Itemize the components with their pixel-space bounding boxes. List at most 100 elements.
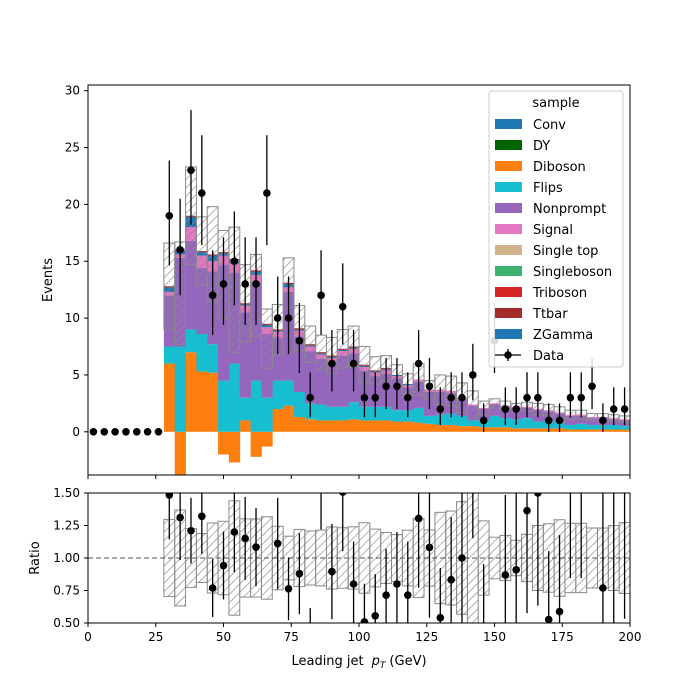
- stack-bar-diboson: [359, 420, 371, 432]
- legend-swatch-singleboson: [495, 266, 522, 276]
- stack-bar-flips: [261, 397, 273, 432]
- stack-bar-diboson: [380, 420, 392, 432]
- legend-swatch-single-top: [495, 245, 522, 255]
- stack-bar-diboson: [391, 421, 403, 432]
- stack-bar-nonprompt: [315, 359, 327, 405]
- legend-label: Ttbar: [532, 307, 568, 322]
- stack-bar-flips: [326, 406, 338, 421]
- data-point: [609, 405, 618, 413]
- data-point: [284, 314, 293, 322]
- data-point: [263, 189, 271, 197]
- ratio-x-tick-label: 100: [348, 630, 371, 644]
- ratio-point: [382, 591, 390, 599]
- ratio-point: [339, 493, 347, 496]
- stack-bar-nonprompt: [586, 418, 598, 425]
- ratio-point: [523, 506, 531, 515]
- ratio-point: [501, 571, 510, 579]
- legend-label: DY: [533, 139, 550, 154]
- stack-bar-diboson: [174, 431, 186, 475]
- legend-label: Triboson: [532, 286, 587, 301]
- main-y-label: Events: [41, 258, 56, 302]
- stack-bar-flips: [619, 426, 630, 430]
- ratio-points: [165, 493, 626, 623]
- stack-bar-flips: [521, 418, 533, 429]
- stack-bar-diboson: [315, 420, 327, 432]
- stack-bar-flips: [608, 424, 620, 430]
- uncertainty-box: [488, 398, 501, 409]
- stack-bar-diboson: [163, 363, 176, 432]
- stack-bar-nonprompt: [185, 240, 197, 330]
- stack-bar-flips: [315, 404, 327, 421]
- stack-bar-flips: [391, 410, 403, 422]
- y-tick-label: 20: [65, 197, 80, 211]
- stack-bar-flips: [489, 415, 501, 428]
- stack-bar-diboson: [402, 421, 414, 432]
- legend-swatch-flips: [495, 182, 522, 192]
- stack-bar-nonprompt: [239, 312, 251, 398]
- ratio-y-tick-label: 1.25: [53, 519, 80, 533]
- stack-bar-flips: [293, 391, 306, 418]
- data-point: [458, 393, 466, 402]
- stack-bar-diboson: [424, 423, 436, 432]
- ratio-point: [187, 526, 195, 535]
- stack-bar-nonprompt: [489, 404, 501, 416]
- stack-bar-flips: [337, 406, 349, 421]
- data-point: [295, 337, 304, 345]
- ratio-point: [371, 611, 380, 620]
- ratio-y-ticks: 0.50 0.75 1.00 1.25 1.50: [53, 486, 88, 630]
- legend-label: Diboson: [533, 160, 586, 175]
- ratio-point: [599, 584, 607, 592]
- data-point: [187, 166, 195, 175]
- legend-swatch-diboson: [495, 161, 522, 171]
- ratio-x-tick-label: 125: [415, 630, 438, 644]
- ratio-point: [534, 493, 542, 497]
- data-point: [122, 427, 130, 436]
- legend-swatch-conv: [495, 119, 522, 129]
- stack-bar-flips: [456, 415, 468, 427]
- data-point: [208, 291, 217, 300]
- stack-bar-flips: [196, 334, 208, 372]
- stack-bar-flips: [532, 421, 544, 429]
- data-point: [588, 382, 596, 391]
- data-point: [176, 246, 184, 254]
- data-point: [241, 280, 249, 288]
- y-tick-label: 0: [72, 425, 80, 439]
- data-point: [165, 211, 174, 220]
- ratio-frame: [87, 492, 631, 624]
- legend-label: Nonprompt: [533, 202, 606, 217]
- ratio-point: [230, 528, 239, 536]
- data-point: [317, 291, 325, 300]
- data-point: [534, 393, 542, 402]
- stack-bar-diboson: [207, 372, 219, 432]
- stack-bar-nonprompt: [337, 355, 349, 407]
- ratio-panel: 0.50 0.75 1.00 1.25 1.50 0 25 50 75 100 125 150 175…: [28, 486, 641, 671]
- data-point: [566, 393, 575, 402]
- data-point: [198, 189, 206, 197]
- y-tick-label: 5: [72, 368, 80, 382]
- uncertainty-box: [586, 413, 598, 421]
- data-point: [501, 405, 510, 413]
- stack-bar-diboson: [239, 420, 251, 432]
- ratio-point: [512, 566, 520, 574]
- stack-bar-flips: [380, 406, 392, 421]
- ratio-y-tick-label: 0.50: [53, 616, 80, 630]
- stack-bar-diboson: [413, 422, 425, 432]
- stack-bar-diboson: [272, 409, 284, 432]
- stack-bar-diboson: [228, 431, 241, 463]
- ratio-point: [252, 543, 260, 551]
- stack-bar-diboson: [434, 424, 447, 432]
- data-point: [577, 393, 586, 402]
- data-point: [523, 393, 531, 402]
- ratio-x-tick-label: 150: [483, 630, 506, 644]
- stack-bar-flips: [467, 420, 479, 427]
- stack-bar-flips: [207, 344, 219, 373]
- ratio-x-tick-label: 50: [216, 630, 231, 644]
- stack-bar-nonprompt: [272, 337, 284, 381]
- stack-bar-diboson: [283, 405, 295, 432]
- ratio-point: [284, 584, 293, 593]
- stack-bar-diboson: [304, 419, 317, 432]
- ratio-y-label: Ratio: [28, 541, 43, 574]
- legend-label: Singleboson: [533, 265, 612, 280]
- data-point: [219, 280, 228, 288]
